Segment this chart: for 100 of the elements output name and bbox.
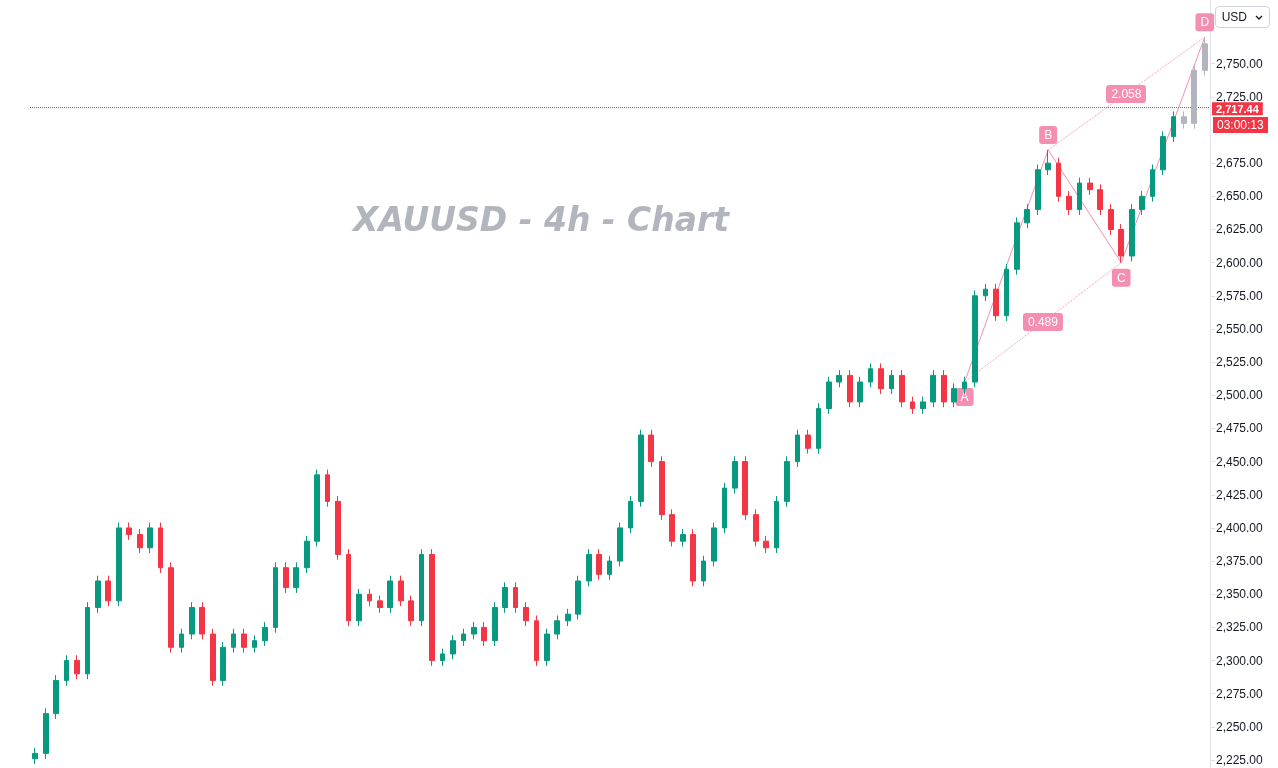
y-tick-label: 2,225.00 (1216, 753, 1264, 768)
candlestick (993, 283, 999, 322)
candlestick (701, 555, 706, 587)
y-tick-label: 2,575.00 (1216, 288, 1264, 303)
candlestick (179, 628, 184, 654)
candlestick (1191, 64, 1197, 130)
candlestick (742, 455, 748, 521)
candlestick (638, 429, 644, 508)
candlestick (1035, 163, 1041, 216)
y-tick-label: 2,650.00 (1216, 189, 1264, 204)
y-tick-label: 2,300.00 (1216, 653, 1264, 668)
candlestick (419, 548, 424, 627)
candlestick (951, 382, 957, 408)
candlestick (554, 614, 560, 640)
candlestick (1087, 177, 1093, 196)
y-tick-label: 2,425.00 (1216, 487, 1264, 502)
candlestick (586, 548, 592, 587)
candlestick (346, 548, 351, 627)
candlestick (74, 654, 80, 680)
y-tick-label: 2,475.00 (1216, 421, 1264, 436)
text: 03:00:13 (1213, 116, 1268, 133)
candlestick (471, 621, 477, 640)
candlestick (523, 601, 529, 627)
y-tick-label: 2,625.00 (1216, 222, 1264, 237)
candlestick (816, 402, 821, 455)
candlestick (753, 508, 759, 547)
candlestick (387, 575, 393, 614)
candlestick (983, 283, 988, 302)
candlestick (1024, 203, 1030, 229)
candlestick (356, 588, 362, 627)
candlestick (941, 369, 947, 408)
candlestick (1056, 157, 1061, 203)
candlestick (774, 495, 779, 554)
candlestick (628, 495, 633, 534)
candlestick (137, 528, 143, 554)
candlestick (85, 601, 90, 680)
candlestick (617, 522, 623, 567)
candlestick (231, 628, 236, 654)
candlestick (1045, 149, 1051, 176)
y-tick-label: 2,450.00 (1216, 454, 1264, 469)
candlestick (53, 674, 59, 720)
candlestick (335, 495, 341, 561)
candlestick (168, 561, 174, 654)
candlestick (805, 429, 811, 455)
candlestick (1202, 36, 1208, 77)
candlestick (732, 455, 738, 494)
candlestick (1077, 177, 1082, 216)
candlestick (126, 522, 132, 541)
candlestick (492, 601, 498, 647)
y-tick-label: 2,400.00 (1216, 520, 1264, 535)
candlestick (910, 396, 915, 415)
candlestick (189, 601, 195, 640)
candlestick (889, 369, 894, 395)
candlestick (325, 469, 330, 508)
candlestick (116, 522, 122, 607)
candlestick (283, 561, 289, 594)
candlestick (429, 548, 435, 667)
candlestick (105, 575, 111, 607)
ref-line-label: 2,717.44 (1216, 102, 1260, 115)
candlestick (596, 548, 602, 581)
candlestick (659, 455, 665, 521)
y-tick-label: 2,600.00 (1216, 255, 1264, 270)
y-tick-label: 2,750.00 (1216, 56, 1264, 71)
candlestick (711, 522, 717, 567)
candlestick (377, 595, 383, 614)
candlestick (304, 535, 310, 574)
y-tick-label: 2,350.00 (1216, 587, 1264, 602)
candlestick (64, 654, 69, 687)
y-tick-label: 2,275.00 (1216, 686, 1264, 701)
candlestick (1181, 110, 1187, 130)
candlestick (1097, 183, 1103, 216)
candlestick (920, 396, 926, 415)
candlestick (763, 535, 769, 554)
candlestick (199, 601, 205, 640)
candlestick (857, 376, 863, 408)
candlestick (1160, 130, 1166, 176)
y-tick-label: 2,725.00 (1216, 89, 1264, 104)
candlestick (398, 575, 404, 607)
candlestick (43, 707, 49, 760)
y-tick-label: 2,375.00 (1216, 554, 1264, 569)
y-tick-label: 2,675.00 (1216, 156, 1264, 171)
candlestick (607, 555, 612, 581)
candlestick (1014, 217, 1020, 276)
data-label: D (1200, 15, 1210, 30)
y-tick-label: 2,500.00 (1216, 388, 1264, 403)
candlestick (461, 628, 466, 647)
candlestick (1004, 263, 1009, 322)
candlestick (450, 634, 456, 660)
candlestick (32, 747, 38, 765)
candlestick (690, 528, 696, 587)
text: USD (1221, 10, 1247, 24)
candlestick (262, 621, 268, 647)
candlestick (575, 575, 581, 620)
candlestick (1139, 190, 1145, 216)
candlestick (502, 581, 508, 614)
y-tick-label: 2,525.00 (1216, 355, 1264, 370)
candlestick (534, 614, 539, 667)
candlestick (826, 376, 832, 415)
annotation: 2.058 (1106, 84, 1147, 103)
candlestick (1066, 190, 1072, 216)
